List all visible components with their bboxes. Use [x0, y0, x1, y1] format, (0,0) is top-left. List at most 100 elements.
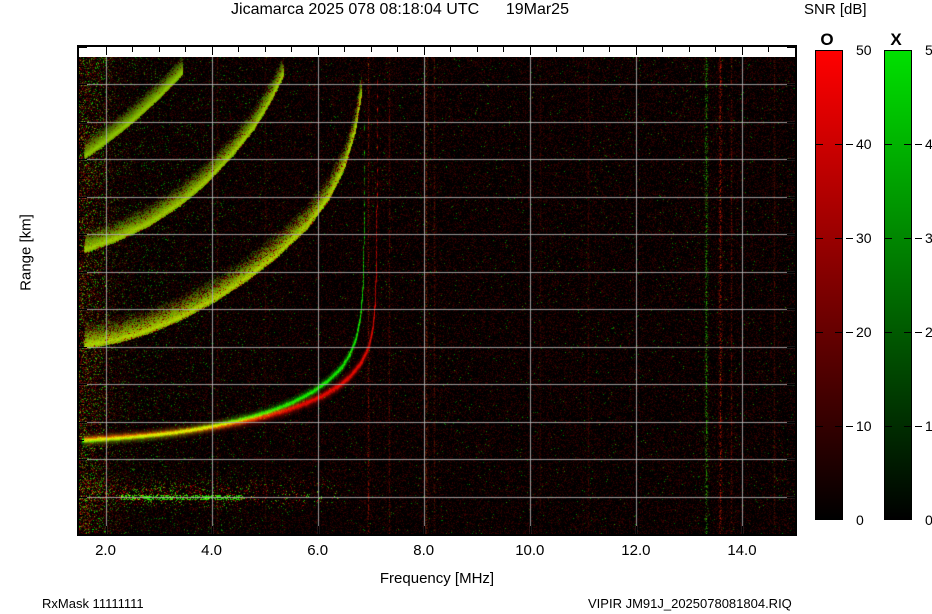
axis-tick: [790, 477, 795, 479]
colorbar-tick-label: 40: [856, 136, 872, 152]
axis-tick: [79, 290, 84, 292]
y-axis-label: Range [km]: [17, 214, 35, 291]
axis-tick: [787, 384, 795, 386]
colorbar-tick-outer: [915, 520, 922, 521]
axis-tick: [790, 515, 795, 517]
colorbar-tick: [904, 144, 912, 145]
axis-tick: [790, 65, 795, 67]
axis-tick: [79, 196, 87, 198]
axis-tick: [79, 253, 84, 255]
axis-tick: [635, 526, 637, 534]
axis-tick: [787, 84, 795, 86]
axis-tick: [317, 47, 319, 55]
axis-tick: [317, 526, 319, 534]
colorbar-tick-label: 50: [856, 42, 872, 58]
x-axis-label: Frequency [MHz]: [379, 570, 495, 587]
axis-tick: [423, 526, 425, 534]
colorbar-o-label: O: [820, 30, 834, 49]
colorbar-tick: [904, 426, 912, 427]
axis-tick: [264, 529, 266, 534]
colorbar-tick: [815, 238, 823, 239]
axis-tick: [787, 196, 795, 198]
axis-tick: [370, 529, 372, 534]
axis-tick: [450, 529, 452, 534]
axis-tick: [790, 253, 795, 255]
colorbar-tick-outer: [915, 332, 922, 333]
colorbar-tick-label: 0: [925, 512, 932, 528]
ionogram-canvas: [79, 47, 795, 534]
colorbar-tick: [835, 144, 843, 145]
colorbar-tick-outer: [846, 144, 853, 145]
axis-tick: [79, 327, 84, 329]
axis-tick: [344, 529, 346, 534]
colorbar-tick: [884, 144, 892, 145]
x-tick-label: 10.0: [515, 542, 545, 559]
axis-tick: [795, 47, 796, 52]
axis-tick: [158, 529, 160, 534]
colorbar-tick-outer: [846, 426, 853, 427]
axis-tick: [105, 47, 107, 55]
colorbar-title: SNR [dB]: [804, 1, 867, 18]
axis-tick: [79, 234, 87, 236]
axis-tick: [787, 421, 795, 423]
axis-tick: [476, 47, 478, 52]
axis-tick: [790, 140, 795, 142]
ionogram-canvas-host: [79, 47, 795, 534]
axis-tick: [344, 47, 346, 52]
axis-tick: [790, 103, 795, 105]
axis-tick: [79, 159, 87, 161]
colorbar-tick: [835, 332, 843, 333]
axis-tick: [609, 47, 611, 52]
colorbar-x-gradient: [884, 50, 912, 520]
axis-tick: [79, 121, 87, 123]
ionogram-plot[interactable]: [77, 45, 797, 536]
axis-tick: [370, 47, 372, 52]
colorbar-tick-outer: [915, 144, 922, 145]
axis-tick: [787, 496, 795, 498]
axis-tick: [768, 529, 770, 534]
axis-tick: [79, 477, 84, 479]
colorbar-tick: [884, 332, 892, 333]
axis-tick: [787, 459, 795, 461]
axis-tick: [790, 178, 795, 180]
colorbar-tick-label: 10: [856, 418, 872, 434]
axis-tick: [79, 496, 87, 498]
axis-tick: [423, 47, 425, 55]
axis-tick: [79, 440, 84, 442]
axis-tick: [715, 529, 717, 534]
axis-tick: [79, 402, 84, 404]
plot-top-blank-strip: [79, 47, 795, 57]
colorbar-x-label: X: [890, 30, 902, 49]
colorbar-tick: [884, 426, 892, 427]
axis-tick: [132, 47, 134, 52]
axis-tick: [79, 515, 84, 517]
axis-tick: [688, 529, 690, 534]
colorbar-tick-label: 30: [925, 230, 932, 246]
axis-tick: [768, 47, 770, 52]
colorbar-tick-label: 50: [925, 42, 932, 58]
x-tick-label: 8.0: [413, 542, 435, 559]
colorbar-tick: [835, 238, 843, 239]
colorbar-tick: [815, 332, 823, 333]
colorbar-tick-label: 20: [856, 324, 872, 340]
axis-tick: [556, 47, 558, 52]
axis-tick: [582, 47, 584, 52]
axis-tick: [79, 178, 84, 180]
x-tick-label: 14.0: [727, 542, 757, 559]
axis-tick: [790, 215, 795, 217]
axis-tick: [158, 47, 160, 52]
colorbar-tick: [904, 238, 912, 239]
axis-tick: [79, 384, 87, 386]
axis-tick: [790, 290, 795, 292]
axis-tick: [264, 47, 266, 52]
colorbar-tick: [815, 144, 823, 145]
axis-tick: [662, 47, 664, 52]
axis-tick: [715, 47, 717, 52]
axis-tick: [503, 47, 505, 52]
footer-rxmask: RxMask 11111111: [42, 596, 144, 611]
axis-tick: [688, 47, 690, 52]
axis-tick: [787, 309, 795, 311]
axis-tick: [790, 365, 795, 367]
axis-tick: [450, 47, 452, 52]
